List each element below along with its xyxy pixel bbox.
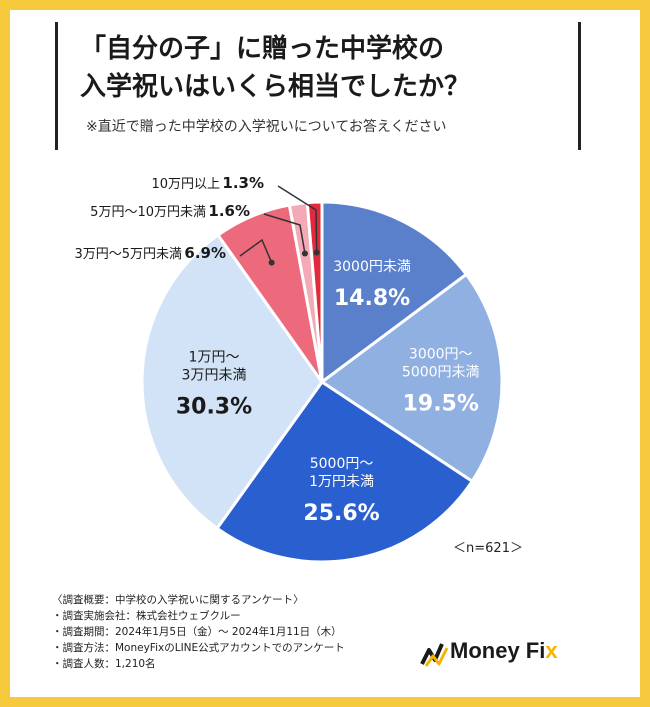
slice-category-label: 5000円～ [310, 456, 374, 472]
pie-slice [320, 200, 469, 385]
sample-size-label: ＜n=621＞ [453, 541, 523, 556]
slice-value-label: 30.3% [176, 395, 252, 420]
leader-line [239, 238, 273, 263]
money-fix-logo-icon [420, 643, 449, 667]
note-line: ・調査実施会社：株式会社ウェブクルー [52, 610, 241, 622]
note-line: ・調査方法：MoneyFixのLINE公式アカウントでのアンケート [52, 642, 345, 654]
slice-category-label: 10万円以上 [151, 177, 220, 192]
survey-notes: 〈調査概要：中学校の入学祝いに関するアンケート〉 ・調査実施会社：株式会社ウェブ… [52, 592, 345, 672]
leader-line [263, 213, 306, 254]
slice-value-label: 1.3% [222, 174, 264, 192]
leader-dot [301, 250, 308, 257]
title-line-2: 入学祝いはいくら相当でしたか？ [80, 72, 471, 102]
slice-value-label: 6.9% [184, 244, 226, 262]
leader-line [277, 185, 318, 253]
leader-dot [313, 249, 320, 256]
slice-category-label: 3000円未満 [333, 259, 411, 275]
slice-category-label: 5000円未満 [402, 365, 480, 381]
money-fix-logo: Money Fix [420, 636, 590, 672]
slice-value-label: 1.6% [208, 202, 250, 220]
pie-slice [319, 272, 504, 484]
leader-dot [268, 259, 275, 266]
slice-category-label: 3万円未満 [182, 368, 247, 384]
logo-text-accent: x [545, 638, 558, 663]
note-line: ・調査期間：2024年1月5日（金）～ 2024年1月11日（木） [52, 626, 342, 638]
slice-value-label: 19.5% [403, 392, 479, 417]
pie-slice [305, 200, 324, 383]
slice-category-label: 1万円～ [189, 350, 240, 366]
pie-slice [140, 232, 324, 531]
slice-category-label: 5万円～10万円未満 [90, 205, 206, 220]
slice-value-label: 14.8% [334, 286, 410, 311]
title-line-1: 「自分の子」に贈った中学校の [80, 34, 445, 64]
slice-category-label: 1万円未満 [309, 474, 374, 490]
chart-subtitle: ※直近で贈った中学校の入学祝いについてお答えください [86, 119, 447, 135]
title-box: 「自分の子」に贈った中学校の 入学祝いはいくら相当でしたか？ ※直近で贈った中学… [55, 22, 581, 150]
logo-text-main: Money Fi [450, 638, 546, 663]
slice-value-label: 25.6% [303, 501, 379, 526]
slice-category-label: 3000円～ [409, 347, 473, 363]
pie-slice [215, 379, 475, 564]
chart-title: 「自分の子」に贈った中学校の 入学祝いはいくら相当でしたか？ [80, 30, 470, 106]
note-line: ・調査人数：1,210名 [52, 658, 156, 670]
note-line: 〈調査概要：中学校の入学祝いに関するアンケート〉 [52, 594, 304, 606]
slice-category-label: 3万円～5万円未満 [74, 247, 182, 262]
logo-text: Money Fix [450, 638, 558, 664]
